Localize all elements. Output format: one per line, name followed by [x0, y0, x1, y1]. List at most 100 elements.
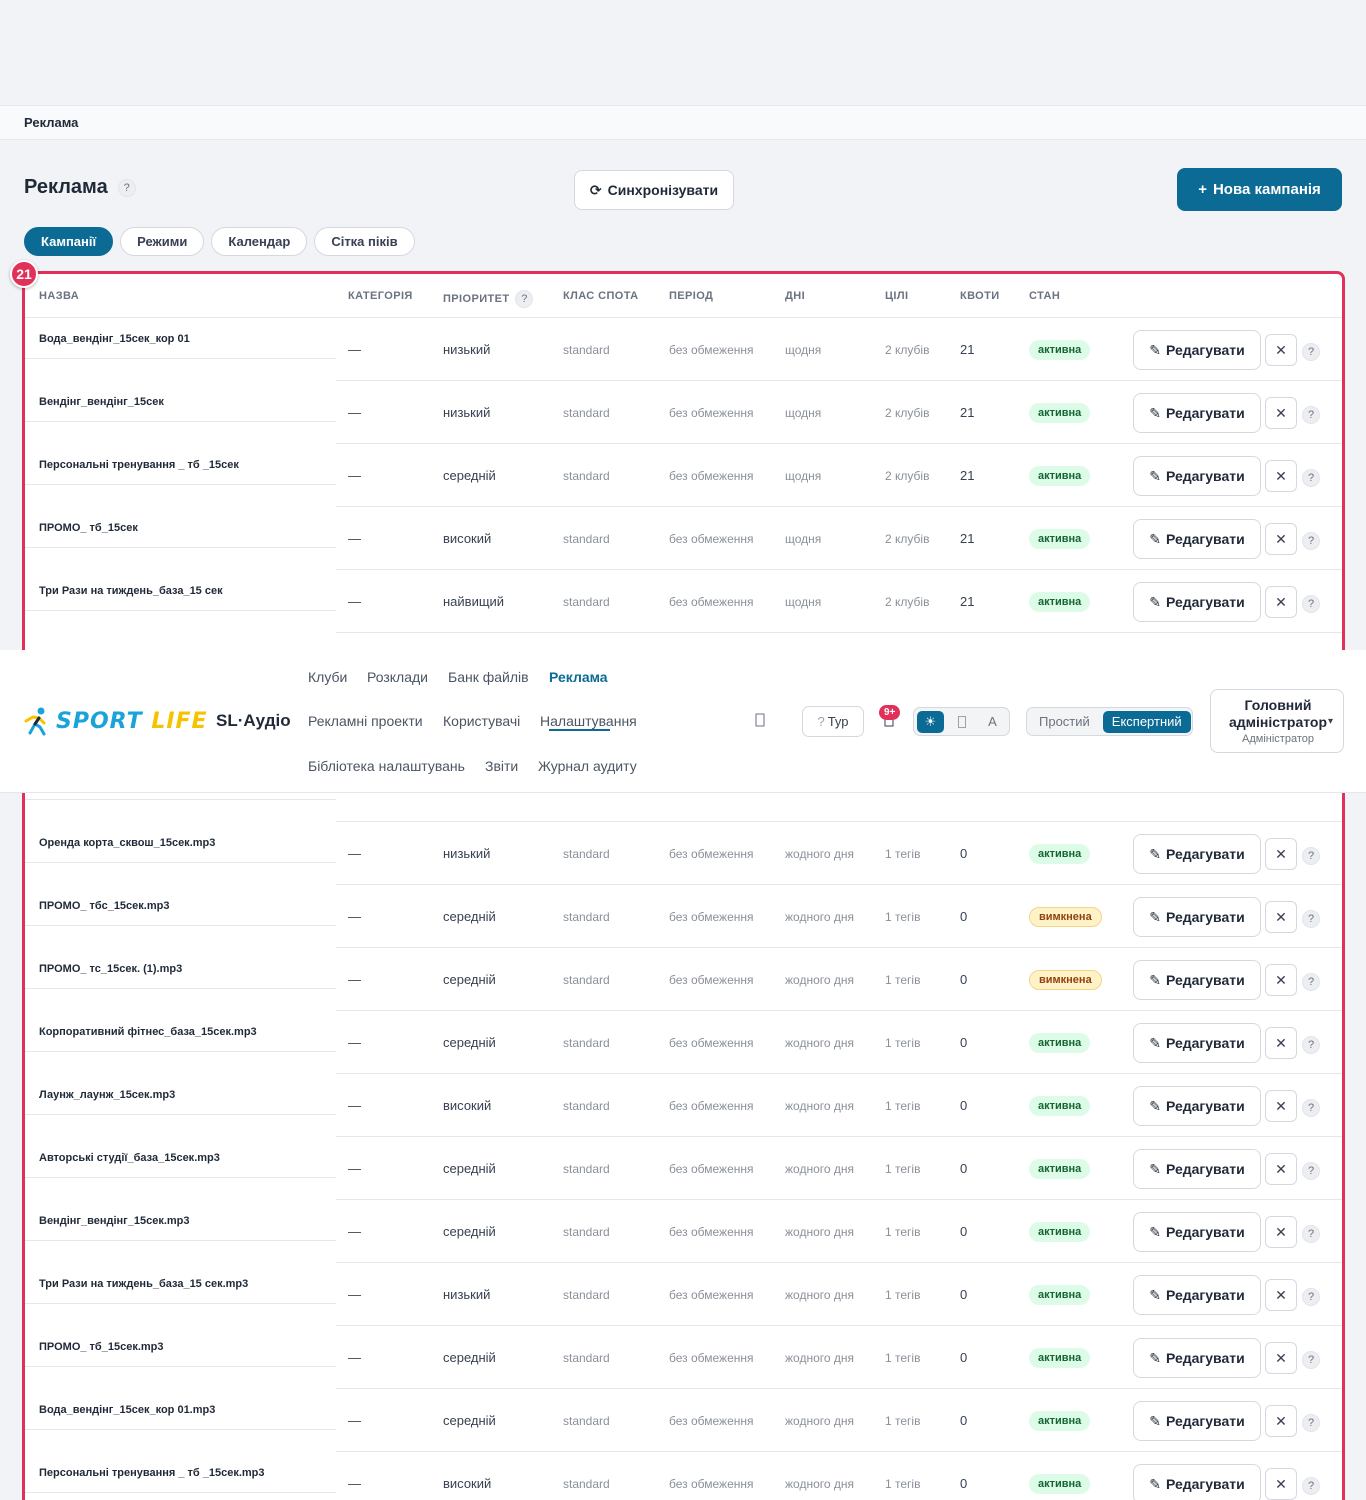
- campaign-name[interactable]: Персональні тренування _ тб _15сек.mp3: [39, 1467, 265, 1479]
- delete-button[interactable]: ✕: [1265, 1342, 1297, 1374]
- column-header-period[interactable]: ПЕРІОД: [669, 290, 714, 302]
- help-icon[interactable]: ?: [1302, 595, 1320, 613]
- delete-button[interactable]: ✕: [1265, 1279, 1297, 1311]
- edit-button[interactable]: ✎ Редагувати: [1133, 960, 1261, 1000]
- campaign-name[interactable]: Авторські студії_база_15сек.mp3: [39, 1152, 220, 1164]
- help-icon[interactable]: ?: [1302, 910, 1320, 928]
- help-icon[interactable]: ?: [1302, 1036, 1320, 1054]
- campaign-name[interactable]: Вендінг_вендінг_15сек.mp3: [39, 1215, 190, 1227]
- help-icon[interactable]: ?: [1302, 1099, 1320, 1117]
- campaign-name[interactable]: Три Рази на тиждень_база_15 сек.mp3: [39, 1278, 249, 1290]
- delete-button[interactable]: ✕: [1265, 1468, 1297, 1500]
- campaign-name[interactable]: Корпоративний фітнес_база_15сек.mp3: [39, 1026, 257, 1038]
- column-header-quotas[interactable]: КВОТИ: [960, 290, 1000, 302]
- help-icon[interactable]: ?: [1302, 1351, 1320, 1369]
- delete-button[interactable]: ✕: [1265, 838, 1297, 870]
- help-icon[interactable]: ?: [1302, 1414, 1320, 1432]
- tour-button[interactable]: ? Тур: [802, 706, 864, 737]
- campaign-name[interactable]: Персональні тренування _ тб _15сек: [39, 459, 239, 471]
- nav-users[interactable]: Користувачі: [443, 713, 521, 729]
- column-header-days[interactable]: ДНІ: [785, 290, 806, 302]
- help-icon[interactable]: ?: [515, 290, 534, 308]
- column-header-spot-class[interactable]: КЛАС СПОТА: [563, 290, 639, 302]
- nav-ad-projects[interactable]: Рекламні проекти: [308, 713, 423, 729]
- column-header-state[interactable]: СТАН: [1029, 290, 1061, 302]
- mode-simple-option[interactable]: Простий: [1039, 714, 1090, 729]
- sport-life-logo[interactable]: SPORT LIFE: [22, 706, 208, 736]
- column-header-name[interactable]: НАЗВА: [39, 290, 80, 302]
- mode-expert-option[interactable]: Експертний: [1102, 710, 1191, 733]
- delete-button[interactable]: ✕: [1265, 1405, 1297, 1437]
- help-icon[interactable]: ?: [1302, 532, 1320, 550]
- campaign-name[interactable]: Вода_вендінг_15сек_кор 01: [39, 333, 190, 345]
- edit-button[interactable]: ✎ Редагувати: [1133, 1086, 1261, 1126]
- search-icon[interactable]: [755, 713, 765, 730]
- edit-button[interactable]: ✎ Редагувати: [1133, 1338, 1261, 1378]
- edit-button[interactable]: ✎ Редагувати: [1133, 1401, 1261, 1441]
- edit-button[interactable]: ✎ Редагувати: [1133, 834, 1261, 874]
- delete-button[interactable]: ✕: [1265, 460, 1297, 492]
- column-header-targets[interactable]: ЦІЛІ: [885, 290, 909, 302]
- campaign-name[interactable]: ПРОМО_ тс_15сек. (1).mp3: [39, 963, 183, 975]
- campaign-name[interactable]: Оренда корта_сквош_15сек.mp3: [39, 837, 216, 849]
- nav-settings-library[interactable]: Бібліотека налаштувань: [308, 758, 465, 774]
- delete-button[interactable]: ✕: [1265, 586, 1297, 618]
- delete-button[interactable]: ✕: [1265, 964, 1297, 996]
- help-icon[interactable]: ?: [1302, 343, 1320, 361]
- sync-button[interactable]: ⟳ Синхронізувати: [574, 170, 734, 210]
- nav-schedules[interactable]: Розклади: [367, 669, 428, 685]
- delete-button[interactable]: ✕: [1265, 1027, 1297, 1059]
- edit-button[interactable]: ✎ Редагувати: [1133, 393, 1261, 433]
- campaign-name[interactable]: ПРОМО_ тб_15сек.mp3: [39, 1341, 164, 1353]
- help-icon[interactable]: ?: [1302, 973, 1320, 991]
- help-icon[interactable]: ?: [1302, 1225, 1320, 1243]
- delete-button[interactable]: ✕: [1265, 1090, 1297, 1122]
- edit-button[interactable]: ✎ Редагувати: [1133, 897, 1261, 937]
- help-icon[interactable]: ?: [1302, 847, 1320, 865]
- edit-button[interactable]: ✎ Редагувати: [1133, 582, 1261, 622]
- delete-button[interactable]: ✕: [1265, 1216, 1297, 1248]
- user-menu[interactable]: Головний адміністратор ▾ Адміністратор: [1210, 689, 1344, 753]
- edit-button[interactable]: ✎ Редагувати: [1133, 1464, 1261, 1500]
- new-campaign-button[interactable]: + Нова кампанія: [1177, 168, 1342, 211]
- nav-clubs[interactable]: Клуби: [308, 669, 348, 685]
- nav-audit-log[interactable]: Журнал аудиту: [538, 758, 637, 774]
- edit-button[interactable]: ✎ Редагувати: [1133, 330, 1261, 370]
- edit-button[interactable]: ✎ Редагувати: [1133, 1212, 1261, 1252]
- campaign-name[interactable]: Вода_вендінг_15сек_кор 01.mp3: [39, 1404, 216, 1416]
- edit-button[interactable]: ✎ Редагувати: [1133, 456, 1261, 496]
- campaign-name[interactable]: Лаунж_лаунж_15сек.mp3: [39, 1089, 176, 1101]
- nav-file-bank[interactable]: Банк файлів: [448, 669, 529, 685]
- help-icon[interactable]: ?: [1302, 1288, 1320, 1306]
- nav-settings[interactable]: Налаштування: [540, 713, 637, 729]
- theme-auto-option[interactable]: A: [988, 714, 997, 729]
- campaign-name[interactable]: Вендінг_вендінг_15сек: [39, 396, 164, 408]
- column-header-category[interactable]: КАТЕГОРІЯ: [348, 290, 413, 302]
- help-icon[interactable]: ?: [1302, 1162, 1320, 1180]
- tab-modes[interactable]: Режими: [120, 227, 205, 256]
- column-header-priority[interactable]: ПРІОРИТЕТ ?: [443, 290, 534, 308]
- theme-dark-option[interactable]: [948, 711, 975, 733]
- nav-reports[interactable]: Звіти: [485, 758, 519, 774]
- delete-button[interactable]: ✕: [1265, 397, 1297, 429]
- edit-button[interactable]: ✎ Редагувати: [1133, 1149, 1261, 1189]
- campaign-name[interactable]: ПРОМО_ тбс_15сек.mp3: [39, 900, 170, 912]
- help-icon[interactable]: ?: [1302, 406, 1320, 424]
- help-icon[interactable]: ?: [1302, 1477, 1320, 1495]
- delete-button[interactable]: ✕: [1265, 901, 1297, 933]
- help-icon[interactable]: ?: [1302, 469, 1320, 487]
- campaign-name[interactable]: Три Рази на тиждень_база_15 сек: [39, 585, 223, 597]
- edit-button[interactable]: ✎ Редагувати: [1133, 1275, 1261, 1315]
- theme-light-option[interactable]: ☀: [917, 710, 944, 733]
- tab-calendar[interactable]: Календар: [211, 227, 308, 256]
- delete-button[interactable]: ✕: [1265, 523, 1297, 555]
- tab-peak-grid[interactable]: Сітка піків: [314, 227, 415, 256]
- campaign-name[interactable]: ПРОМО_ тб_15сек: [39, 522, 138, 534]
- edit-button[interactable]: ✎ Редагувати: [1133, 1023, 1261, 1063]
- delete-button[interactable]: ✕: [1265, 1153, 1297, 1185]
- help-icon[interactable]: ?: [117, 178, 136, 197]
- edit-button[interactable]: ✎ Редагувати: [1133, 519, 1261, 559]
- nav-advertising[interactable]: Реклама: [549, 669, 608, 685]
- tab-campaigns[interactable]: Кампанії: [24, 227, 114, 256]
- delete-button[interactable]: ✕: [1265, 334, 1297, 366]
